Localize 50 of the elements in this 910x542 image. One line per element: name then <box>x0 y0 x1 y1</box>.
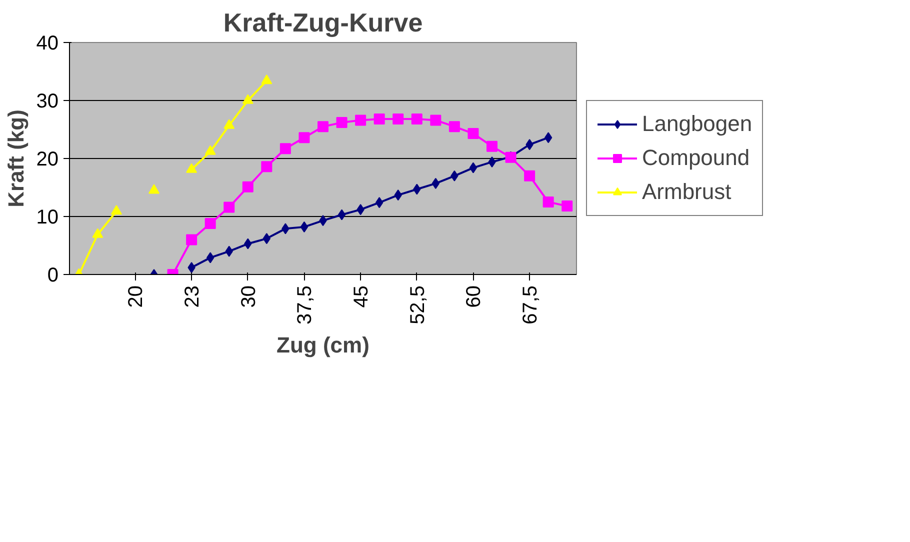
point <box>298 132 310 144</box>
point <box>261 161 272 172</box>
point <box>224 202 235 213</box>
point <box>148 184 160 194</box>
x-tick-label: 45 <box>350 285 373 308</box>
x-tick-label: 30 <box>238 285 260 308</box>
point <box>486 140 498 152</box>
point <box>430 114 442 126</box>
x-tick-label: 60 <box>463 285 486 308</box>
point <box>224 119 235 129</box>
point <box>542 196 554 208</box>
point <box>204 218 216 229</box>
x-tick-label: 20 <box>125 285 148 308</box>
point <box>242 94 254 104</box>
y-tick-label: 30 <box>36 90 59 112</box>
point <box>392 114 404 125</box>
point <box>92 228 104 238</box>
point <box>448 121 460 132</box>
legend-label: Compound <box>642 145 750 171</box>
point <box>338 209 346 220</box>
y-tick-label: 10 <box>36 206 59 228</box>
x-tick-label: 23 <box>182 285 204 308</box>
point <box>562 200 573 212</box>
y-tick-label: 40 <box>36 32 59 54</box>
point <box>261 74 272 84</box>
x-tick-label: 67,5 <box>520 285 542 324</box>
point <box>186 234 198 246</box>
y-axis-title: Kraft (kg) <box>3 110 28 208</box>
legend-label: Armbrust <box>642 179 732 205</box>
point <box>300 221 308 232</box>
point <box>186 163 198 173</box>
point <box>318 121 328 132</box>
legend-label: Langbogen <box>642 111 752 137</box>
point <box>524 170 536 182</box>
point <box>469 162 478 174</box>
point <box>242 181 254 192</box>
x-tick-label: 37,5 <box>294 285 316 324</box>
point <box>336 117 348 128</box>
point <box>110 205 122 215</box>
chart-title: Kraft-Zug-Kurve <box>223 8 423 38</box>
y-tick-label: 20 <box>36 148 59 170</box>
point <box>355 114 366 126</box>
point <box>468 128 479 140</box>
point <box>374 114 385 125</box>
point <box>280 143 291 154</box>
point <box>411 114 422 125</box>
y-tick-label: 0 <box>47 264 58 286</box>
x-axis-title: Zug (cm) <box>276 332 370 358</box>
x-tick-label: 52,5 <box>406 285 429 324</box>
point <box>204 145 216 155</box>
